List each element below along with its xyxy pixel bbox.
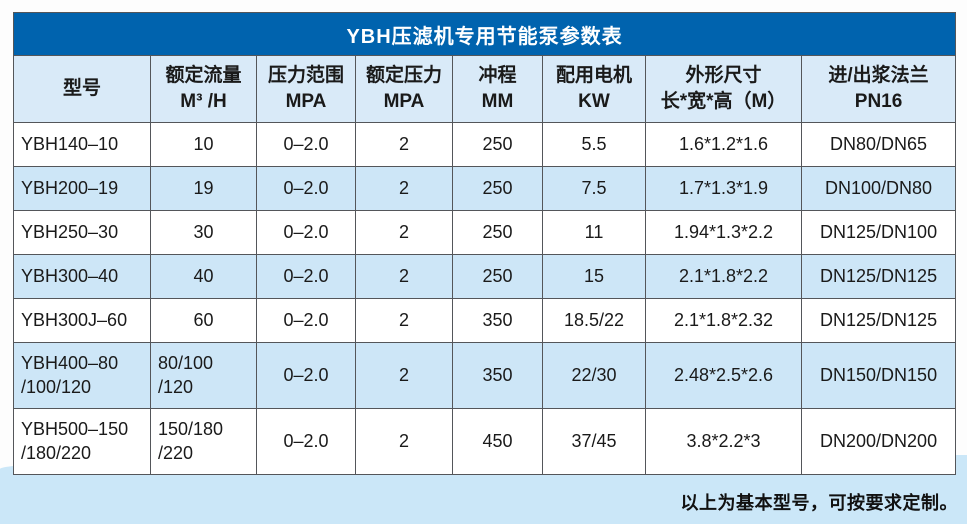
value-cell: 3.8*2.2*3 — [645, 408, 802, 475]
value-cell: 22/30 — [542, 342, 646, 409]
table-row: YBH500–150 /180/220 150/180 /220 0–2.0 2 450… — [13, 408, 957, 475]
table-row: YBH400–80 /100/120 80/100 /120 0–2.0 2 350 22… — [13, 342, 957, 409]
model-cell: YBH300J–60 — [13, 298, 151, 343]
model-cell: YBH140–10 — [13, 122, 151, 167]
table-row: YBH300–40 40 0–2.0 2 250 15 2.1*1.8*2.2 DN125/D… — [13, 254, 957, 299]
table-row: YBH250–30 30 0–2.0 2 250 11 1.94*1.3*2.2 DN125/… — [13, 210, 957, 255]
value-cell: DN125/DN125 — [800, 254, 957, 299]
model-cell: YBH250–30 — [13, 210, 151, 255]
value-cell: 2.48*2.5*2.6 — [645, 342, 802, 409]
value-cell: 2 — [355, 122, 453, 167]
footer-note: 以上为基本型号，可按要求定制。 — [680, 493, 958, 513]
value-cell: 2 — [355, 298, 453, 343]
value-cell: DN100/DN80 — [800, 166, 957, 211]
table-row: YBH300J–60 60 0–2.0 2 350 18.5/22 2.1*1.8*2.32… — [13, 298, 957, 343]
value-cell: 250 — [452, 254, 543, 299]
value-cell: 250 — [452, 166, 543, 211]
value-cell: 2 — [355, 408, 453, 475]
value-cell: 30 — [150, 210, 257, 255]
value-cell: 0–2.0 — [256, 122, 356, 167]
value-cell: 0–2.0 — [256, 210, 356, 255]
value-cell: 40 — [150, 254, 257, 299]
header-cell-1: 额定流量 M³ /H — [150, 55, 257, 123]
header-cell-7: 进/出浆法兰 PN16 — [800, 55, 957, 123]
value-cell: 450 — [452, 408, 543, 475]
value-cell: 10 — [150, 122, 257, 167]
header-cell-4: 冲程 MM — [452, 55, 543, 123]
value-cell: DN125/DN125 — [800, 298, 957, 343]
value-cell: 350 — [452, 342, 543, 409]
header-cell-3: 额定压力 MPA — [355, 55, 453, 123]
value-cell: 350 — [452, 298, 543, 343]
header-cell-6: 外形尺寸 长*宽*高（M） — [645, 55, 802, 123]
value-cell: 2.1*1.8*2.2 — [645, 254, 802, 299]
header-row: 型号 额定流量 M³ /H 压力范围 MPA 额定压力 MPA 冲程 MM 配用电机 KW… — [13, 55, 957, 123]
value-cell: 2 — [355, 254, 453, 299]
value-cell: 0–2.0 — [256, 298, 356, 343]
value-cell: 0–2.0 — [256, 342, 356, 409]
value-cell: 60 — [150, 298, 257, 343]
value-cell: 15 — [542, 254, 646, 299]
value-cell: 11 — [542, 210, 646, 255]
value-cell: 0–2.0 — [256, 408, 356, 475]
model-cell: YBH500–150 /180/220 — [13, 408, 151, 475]
header-cell-0: 型号 — [13, 55, 151, 123]
value-cell: 0–2.0 — [256, 254, 356, 299]
table-row: YBH140–10 10 0–2.0 2 250 5.5 1.6*1.2*1.6 DN80/D… — [13, 122, 957, 167]
value-cell: 80/100 /120 — [150, 342, 257, 409]
value-cell: DN125/DN100 — [800, 210, 957, 255]
model-cell: YBH200–19 — [13, 166, 151, 211]
value-cell: 2 — [355, 210, 453, 255]
header-cell-2: 压力范围 MPA — [256, 55, 356, 123]
value-cell: 2.1*1.8*2.32 — [645, 298, 802, 343]
table-row: YBH200–19 19 0–2.0 2 250 7.5 1.7*1.3*1.9 DN100/… — [13, 166, 957, 211]
value-cell: 7.5 — [542, 166, 646, 211]
value-cell: 1.6*1.2*1.6 — [645, 122, 802, 167]
model-cell: YBH300–40 — [13, 254, 151, 299]
value-cell: 18.5/22 — [542, 298, 646, 343]
pump-params-table: YBH压滤机专用节能泵参数表 型号 额定流量 M³ /H 压力范围 MPA 额定压力 … — [12, 12, 957, 475]
value-cell: 1.7*1.3*1.9 — [645, 166, 802, 211]
value-cell: 1.94*1.3*2.2 — [645, 210, 802, 255]
value-cell: DN80/DN65 — [800, 122, 957, 167]
value-cell: 0–2.0 — [256, 166, 356, 211]
value-cell: DN200/DN200 — [800, 408, 957, 475]
table-title: YBH压滤机专用节能泵参数表 — [12, 12, 957, 56]
value-cell: 5.5 — [542, 122, 646, 167]
value-cell: 19 — [150, 166, 257, 211]
title-row: YBH压滤机专用节能泵参数表 — [12, 12, 957, 56]
value-cell: 37/45 — [542, 408, 646, 475]
value-cell: 250 — [452, 122, 543, 167]
value-cell: 150/180 /220 — [150, 408, 257, 475]
value-cell: 250 — [452, 210, 543, 255]
value-cell: DN150/DN150 — [800, 342, 957, 409]
header-cell-5: 配用电机 KW — [542, 55, 646, 123]
model-cell: YBH400–80 /100/120 — [13, 342, 151, 409]
value-cell: 2 — [355, 166, 453, 211]
value-cell: 2 — [355, 342, 453, 409]
